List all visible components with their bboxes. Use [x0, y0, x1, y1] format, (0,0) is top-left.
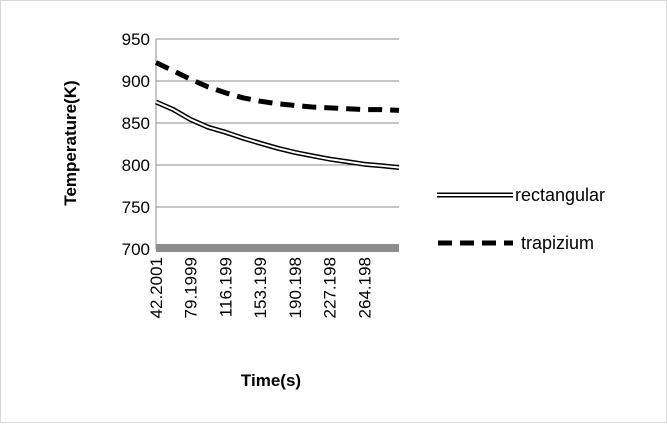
x-tick-label-190.198: 190.198 [286, 257, 305, 318]
x-tick-label-79.1999: 79.1999 [182, 257, 201, 318]
x-axis-line [156, 244, 399, 252]
y-tick-label-950: 950 [122, 30, 150, 49]
series-line-rectangular [154, 99, 400, 170]
x-tick-label-153.199: 153.199 [251, 257, 270, 318]
series-lines [154, 60, 400, 170]
x-tick-label-227.198: 227.198 [321, 257, 340, 318]
y-tick-label-800: 800 [122, 156, 150, 175]
legend-item-trapizium: trapizium [438, 233, 594, 253]
y-axis-title: Temperature(K) [61, 80, 80, 205]
y-tick-labels: 700 750 800 850 900 950 [122, 30, 150, 259]
y-tick-label-900: 900 [122, 72, 150, 91]
y-tick-label-850: 850 [122, 114, 150, 133]
x-tick-label-42.2001: 42.2001 [147, 257, 166, 318]
x-axis-title: Time(s) [241, 371, 301, 390]
legend-item-rectangular: rectangular [437, 185, 605, 205]
series-line-rectangular-inner [155, 101, 400, 169]
legend: rectangular trapizium [437, 185, 605, 253]
y-tick-label-700: 700 [122, 240, 150, 259]
axes [155, 39, 399, 252]
x-tick-label-116.199: 116.199 [216, 257, 235, 317]
y-tick-label-750: 750 [122, 198, 150, 217]
legend-label-rectangular: rectangular [515, 185, 605, 205]
x-tick-label-264.198: 264.198 [355, 257, 374, 318]
series-line-trapizium [154, 60, 400, 113]
legend-label-trapizium: trapizium [521, 233, 594, 253]
x-tick-labels: 42.2001 79.1999 116.199 153.199 190.198 227.1… [147, 257, 374, 318]
